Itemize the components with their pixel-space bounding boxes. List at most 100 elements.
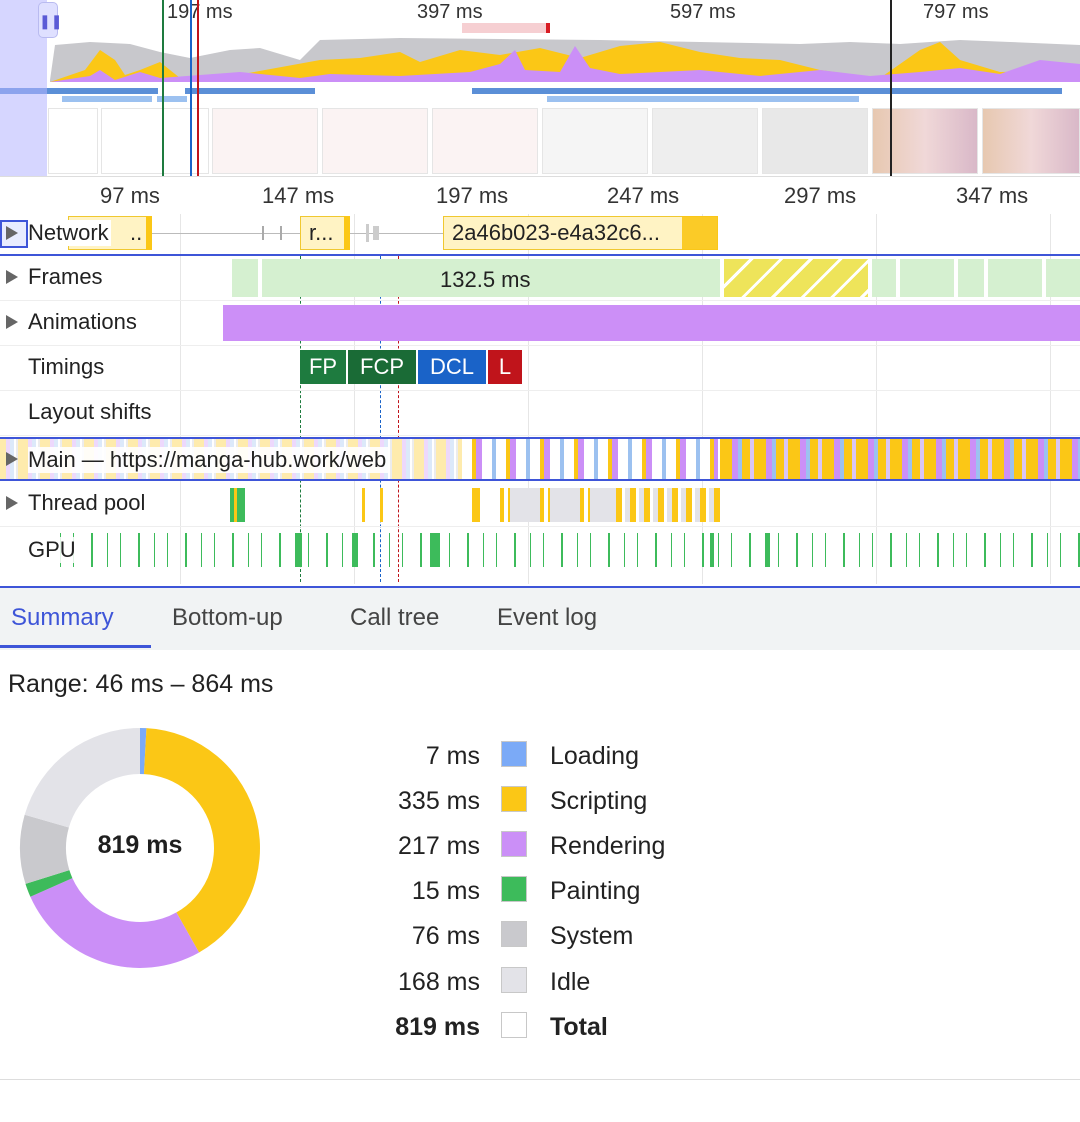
frame-block[interactable] [958,259,984,297]
main-thread-track[interactable]: Main — https://manga-hub.work/web [0,437,1080,481]
track-label-main: Main — https://manga-hub.work/web [28,447,391,473]
idle-swatch [501,967,527,993]
tab-call-tree[interactable]: Call tree [350,604,440,631]
legend-value: 76 ms [411,922,480,950]
system-swatch [501,921,527,947]
ruler-tick-label: 97 ms [100,183,160,208]
legend-value: 335 ms [398,787,480,815]
load-marker-line [197,0,199,176]
network-track[interactable]: Network .. r... 2a46b023-e4a32c6... [0,214,1080,256]
gpu-track[interactable]: GPU [0,527,1080,583]
track-label-layout-shifts: Layout shifts [28,399,152,424]
total-swatch [501,1012,527,1038]
donut-slice-idle [24,728,140,828]
legend-name: Painting [550,877,641,905]
tab-event-log[interactable]: Event log [497,604,598,631]
expand-triangle-icon[interactable] [6,226,18,240]
animations-track[interactable]: Animations [0,301,1080,345]
divider [0,1079,1080,1080]
filmstrip-frame[interactable] [48,108,98,174]
timings-track: Timings FP FCP DCL L [0,346,1080,390]
tab-summary[interactable]: Summary [11,604,114,631]
legend-name: Rendering [550,832,666,860]
active-tab-indicator [0,645,151,648]
network-item-label: 2a46b023-e4a32c6... [452,220,660,245]
load-marker[interactable]: L [488,350,522,384]
painting-swatch [501,876,527,902]
network-request-bar[interactable]: 2a46b023-e4a32c6... [443,216,718,250]
track-label-gpu: GPU [28,537,76,563]
frames-track[interactable]: Frames 132.5 ms [0,256,1080,300]
legend-name: Loading [550,742,639,770]
filmstrip-frame[interactable] [322,108,428,174]
summary-donut-chart [19,728,260,968]
filmstrip-frame[interactable] [101,108,209,174]
expand-triangle-icon[interactable] [6,496,18,510]
overview-activity-graph [0,23,1080,102]
legend-value: 15 ms [411,877,480,905]
overview-tick-label: 397 ms [417,1,483,23]
load-dashed-line [398,256,399,582]
thread-pool-track[interactable]: Thread pool [0,482,1080,526]
frame-duration-label: 132.5 ms [440,267,531,292]
legend-value: 7 ms [425,742,480,770]
network-item-label: r... [309,220,334,245]
legend-name: Idle [550,968,591,996]
donut-slice-painting [25,870,73,897]
donut-slice-system [19,814,70,884]
donut-slice-loading [140,728,147,775]
legend-name: System [550,922,634,950]
dcl-marker[interactable]: DCL [418,350,486,384]
donut-slice-scripting [143,728,260,953]
frame-block[interactable] [232,259,258,297]
tab-bottom-up[interactable]: Bottom-up [172,604,283,631]
filmstrip-frame[interactable] [432,108,538,174]
expand-triangle-icon[interactable] [6,315,18,329]
network-request-bar[interactable]: r... [300,216,350,250]
selection-right-edge[interactable] [890,0,892,176]
legend-total-value: 819 ms [395,1013,480,1041]
filmstrip-frame[interactable] [982,108,1080,174]
animation-bar[interactable] [223,305,1080,341]
donut-total-label: 819 ms [97,831,183,859]
fcp-marker-line [162,0,164,176]
track-label-animations: Animations [28,309,137,334]
legend-name: Scripting [550,787,648,815]
dcl-dashed-line [380,256,381,582]
filmstrip-frame[interactable] [212,108,318,174]
range-text: Range: 46 ms – 864 ms [8,670,274,698]
frame-block[interactable]: 132.5 ms [262,259,720,297]
frame-block[interactable] [872,259,896,297]
frame-block[interactable] [900,259,954,297]
filmstrip-frame[interactable] [542,108,648,174]
ruler-tick-label: 297 ms [784,183,857,208]
track-label-thread-pool: Thread pool [28,490,146,515]
track-label-network: Network [28,220,111,246]
expand-triangle-icon[interactable] [6,270,18,284]
timeline-overview[interactable]: 197 ms 397 ms 597 ms 797 ms ❚❚ [0,0,1080,176]
overview-tick-label: 197 ms [167,1,233,23]
overview-tick-label: 797 ms [923,1,989,23]
ruler-tick-label: 197 ms [436,183,509,208]
overview-left-handle[interactable]: ❚❚ [38,2,62,38]
expand-triangle-icon[interactable] [6,452,18,466]
filmstrip-frame[interactable] [872,108,978,174]
legend-value: 217 ms [398,832,480,860]
track-label-frames: Frames [28,264,103,289]
scripting-swatch [501,786,527,812]
fcp-marker[interactable]: FCP [348,350,416,384]
frame-block[interactable] [1046,259,1080,297]
partial-frame-block[interactable] [724,259,868,297]
frame-block[interactable] [988,259,1042,297]
legend-total-name: Total [550,1013,608,1041]
details-tab-bar: Summary Bottom-up Call tree Event log [0,586,1080,650]
time-ruler: 97 ms 147 ms 197 ms 247 ms 297 ms 347 ms [0,176,1080,215]
ruler-tick-label: 147 ms [262,183,335,208]
layout-shifts-track: Layout shifts [0,391,1080,435]
filmstrip-frame[interactable] [652,108,758,174]
dcl-marker-line [190,0,192,176]
overview-tick-label: 597 ms [670,1,736,23]
fp-marker[interactable]: FP [300,350,346,384]
filmstrip-frame[interactable] [762,108,868,174]
donut-slice-rendering [30,878,200,968]
